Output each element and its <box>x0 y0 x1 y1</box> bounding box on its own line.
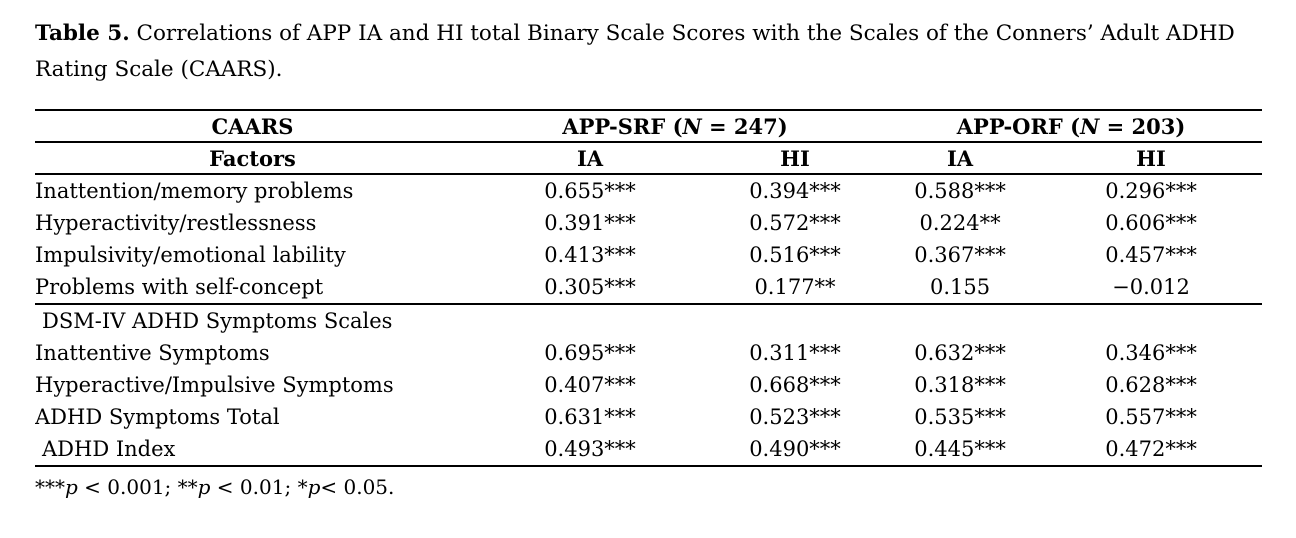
row-label: Inattention/memory problems <box>35 179 354 203</box>
cell-value: 0.394*** <box>749 179 841 203</box>
cell-value: 0.311*** <box>749 341 841 365</box>
row-label: ADHD Index <box>42 437 176 461</box>
footnote-p-2: p <box>197 475 211 499</box>
table-row-adhd-symptoms-total: ADHD Symptoms Total 0.631*** 0.523*** 0.… <box>35 401 1262 433</box>
cell-value: 0.695*** <box>544 341 636 365</box>
footnote-threshold-2: < 0.01; <box>210 475 298 499</box>
row-label: Hyperactive/Impulsive Symptoms <box>35 373 394 397</box>
app-srf-group-header: APP-SRF (N = 247) <box>470 110 880 142</box>
cell-value: 0.445*** <box>914 437 1006 461</box>
orf-ia-column-header: IA <box>946 145 974 171</box>
factors-header-cell: Factors <box>209 145 296 171</box>
app-orf-n-symbol: N <box>1080 113 1100 139</box>
cell-value: 0.516*** <box>749 243 841 267</box>
cell-value: 0.668*** <box>749 373 841 397</box>
footnote-threshold-3: < 0.05. <box>320 475 395 499</box>
table-row-inattentive-symptoms: Inattentive Symptoms 0.695*** 0.311*** 0… <box>35 337 1262 369</box>
group-header-row: CAARS APP-SRF (N = 247) APP-ORF (N = 203… <box>35 110 1263 142</box>
cell-value: 0.632*** <box>914 341 1006 365</box>
table-caption: Table 5. Correlations of APP IA and HI t… <box>35 16 1269 88</box>
app-srf-n-symbol: N <box>682 113 702 139</box>
srf-ia-column-header: IA <box>576 145 604 171</box>
column-header-row: Factors IA HI IA HI <box>35 142 1263 174</box>
cell-value: 0.318*** <box>914 373 1006 397</box>
cell-value: 0.588*** <box>914 179 1006 203</box>
cell-value <box>470 304 710 337</box>
cell-value: 0.557*** <box>1105 405 1197 429</box>
app-orf-label-suffix: = 203) <box>1099 113 1186 139</box>
cell-value: 0.628*** <box>1105 373 1197 397</box>
cell-value: 0.493*** <box>544 437 636 461</box>
cell-value: 0.407*** <box>544 373 636 397</box>
row-label: Inattentive Symptoms <box>35 341 270 365</box>
footnote-stars-1: * <box>297 475 308 499</box>
row-label: Problems with self-concept <box>35 275 324 299</box>
cell-value: 0.523*** <box>749 405 841 429</box>
table-row-inattention-memory: Inattention/memory problems 0.655*** 0.3… <box>35 174 1262 207</box>
row-label: ADHD Symptoms Total <box>35 405 280 429</box>
footnote-stars-3: *** <box>35 475 65 499</box>
app-orf-group-header: APP-ORF (N = 203) <box>880 110 1262 142</box>
cell-value: 0.413*** <box>544 243 636 267</box>
row-label: Hyperactivity/restlessness <box>35 211 317 235</box>
cell-value: 0.606*** <box>1105 211 1197 235</box>
app-srf-label-suffix: = 247) <box>701 113 788 139</box>
footnote-p-3: p <box>307 475 321 499</box>
cell-value: 0.224** <box>919 211 1001 235</box>
cell-value: −0.012 <box>1112 275 1190 299</box>
footnote-stars-2: ** <box>177 475 198 499</box>
srf-hi-column-header: HI <box>780 145 810 171</box>
caars-header-cell: CAARS <box>211 113 294 139</box>
cell-value: 0.305*** <box>544 275 636 299</box>
section-label: DSM-IV ADHD Symptoms Scales <box>42 309 393 333</box>
cell-value: 0.177** <box>754 275 836 299</box>
cell-value: 0.391*** <box>544 211 636 235</box>
orf-hi-column-header: HI <box>1136 145 1166 171</box>
cell-value: 0.472*** <box>1105 437 1197 461</box>
table-row-adhd-index: ADHD Index 0.493*** 0.490*** 0.445*** 0.… <box>35 433 1262 466</box>
cell-value <box>880 304 1040 337</box>
table-row-problems-self-concept: Problems with self-concept 0.305*** 0.17… <box>35 271 1263 304</box>
cell-value <box>1040 304 1262 337</box>
table-row-impulsivity-emotional: Impulsivity/emotional lability 0.413*** … <box>35 239 1262 271</box>
cell-value: 0.655*** <box>544 179 636 203</box>
table-row-hyperactive-impulsive-symptoms: Hyperactive/Impulsive Symptoms 0.407*** … <box>35 369 1262 401</box>
correlation-table: CAARS APP-SRF (N = 247) APP-ORF (N = 203… <box>35 109 1263 467</box>
table-caption-number: Table 5. <box>35 21 130 46</box>
cell-value: 0.490*** <box>749 437 841 461</box>
cell-value: 0.367*** <box>914 243 1006 267</box>
cell-value: 0.572*** <box>749 211 841 235</box>
cell-value: 0.535*** <box>914 405 1006 429</box>
footnote-p-1: p <box>65 475 78 499</box>
cell-value: 0.631*** <box>544 405 636 429</box>
app-srf-label-prefix: APP-SRF ( <box>562 113 683 139</box>
table-caption-text: Correlations of APP IA and HI total Bina… <box>35 21 1235 82</box>
significance-footnote: ***p < 0.001; **p < 0.01; *p< 0.05. <box>35 474 1266 500</box>
cell-value: 0.457*** <box>1105 243 1197 267</box>
cell-value: 0.155 <box>929 275 991 299</box>
cell-value <box>710 304 880 337</box>
cell-value: 0.346*** <box>1105 341 1197 365</box>
table-row-hyperactivity-restlessness: Hyperactivity/restlessness 0.391*** 0.57… <box>35 207 1262 239</box>
row-label: Impulsivity/emotional lability <box>35 243 346 267</box>
cell-value: 0.296*** <box>1105 179 1197 203</box>
footnote-threshold-1: < 0.001; <box>77 475 178 499</box>
table-row-dsm-section-header: DSM-IV ADHD Symptoms Scales <box>35 304 1262 337</box>
app-orf-label-prefix: APP-ORF ( <box>956 113 1081 139</box>
